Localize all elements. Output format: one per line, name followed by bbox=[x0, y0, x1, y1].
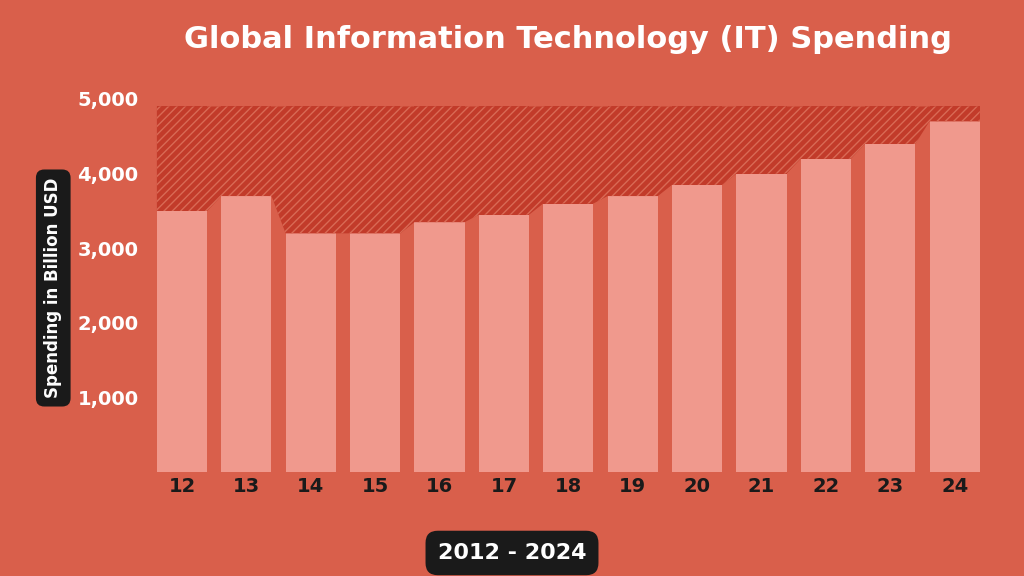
Bar bbox=[350, 107, 400, 472]
Text: 2012 - 2024: 2012 - 2024 bbox=[437, 543, 587, 563]
Bar bbox=[286, 233, 336, 472]
Bar bbox=[157, 211, 207, 472]
Bar bbox=[607, 196, 657, 472]
Bar bbox=[543, 203, 594, 472]
Bar bbox=[286, 107, 336, 472]
Bar bbox=[221, 107, 271, 472]
Bar bbox=[157, 107, 207, 472]
Bar bbox=[736, 173, 786, 472]
Bar bbox=[672, 185, 722, 472]
Bar bbox=[736, 107, 786, 472]
Bar bbox=[479, 107, 529, 472]
Polygon shape bbox=[157, 107, 980, 233]
Bar bbox=[801, 107, 851, 472]
Bar bbox=[221, 196, 271, 472]
Bar bbox=[930, 107, 980, 472]
Text: Spending in Billion USD: Spending in Billion USD bbox=[44, 178, 62, 398]
Bar bbox=[415, 222, 465, 472]
Bar bbox=[479, 215, 529, 472]
Bar bbox=[543, 107, 594, 472]
Bar bbox=[350, 233, 400, 472]
Title: Global Information Technology (IT) Spending: Global Information Technology (IT) Spend… bbox=[184, 25, 952, 54]
Bar bbox=[672, 107, 722, 472]
Bar bbox=[801, 159, 851, 472]
Bar bbox=[865, 107, 915, 472]
Bar bbox=[607, 107, 657, 472]
Bar bbox=[415, 107, 465, 472]
Bar bbox=[930, 122, 980, 472]
Bar bbox=[865, 144, 915, 472]
